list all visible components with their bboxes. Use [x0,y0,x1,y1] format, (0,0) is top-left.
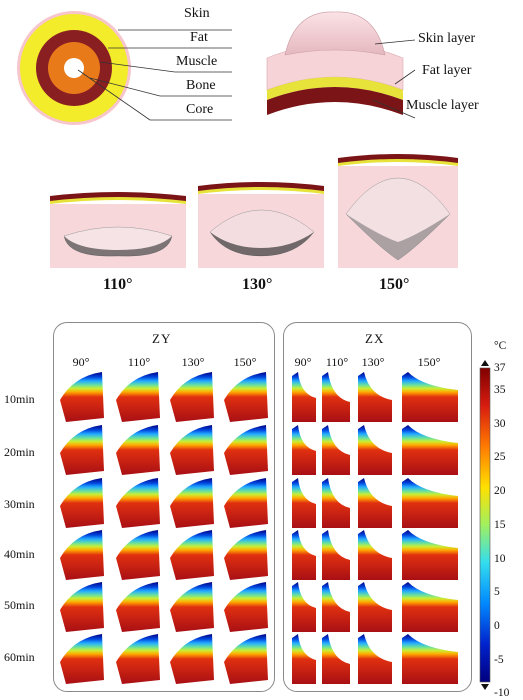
zx-col-130: 130° [361,355,385,369]
colorbar-tick: -10 [494,687,510,700]
zx-panel [283,322,472,692]
zx-col-110: 110° [325,355,349,369]
colorbar-unit: °C [494,340,507,352]
row-60min: 60min [4,650,35,664]
angle-label-110: 110° [103,276,133,293]
zy-heatmap-cell [224,634,268,684]
zy-col-90: 90° [72,355,90,369]
colorbar-tick: 10 [494,552,506,565]
cross-section-diagram [17,11,232,125]
zx-heatmap-cell [292,372,316,422]
zy-heatmap-cell [60,425,104,475]
label-muscle: Muscle [176,54,218,69]
zy-heatmap-cell [60,478,104,528]
angle-label-130: 130° [242,276,273,293]
zy-col-110: 110° [127,355,151,369]
zx-heatmap-cell [402,478,458,528]
row-30min: 30min [4,497,35,511]
zy-heatmap-cell [116,425,160,475]
zx-heatmap-cell [322,372,350,422]
angle-label-150: 150° [379,276,410,293]
colorbar-tick: 5 [494,586,500,599]
colorbar-tick: 15 [494,518,506,531]
zx-heatmap-cell [402,634,458,684]
zy-heatmap-cell [116,372,160,422]
colorbar-tick: 30 [494,417,506,430]
label-fat: Fat [190,30,208,45]
zx-heatmap-cell [402,530,458,580]
zx-heatmap-cell [322,582,350,632]
colorbar-tick: 35 [494,384,506,396]
zy-heatmap-cell [224,425,268,475]
zy-heatmap-cell [60,372,104,422]
zy-heatmap-cell [116,530,160,580]
layer-model-diagram [266,11,416,119]
zy-heatmap-cell [170,582,214,632]
zy-heatmap-cell [224,478,268,528]
zy-heatmap-cell [224,582,268,632]
zy-heatmap-cell [170,530,214,580]
row-20min: 20min [4,445,35,459]
indent-model-130 [198,182,324,268]
label-core: Core [186,102,214,117]
zy-panel [53,322,275,692]
zy-heatmap-cell [224,530,268,580]
zy-heatmap-cell [170,372,214,422]
zy-col-130: 130° [181,355,205,369]
zy-heatmap-cell [116,478,160,528]
zx-heatmap-cell [322,478,350,528]
indent-model-150 [338,154,458,268]
colorbar-tick: -5 [494,653,504,666]
zx-col-150: 150° [417,355,441,369]
zy-heatmap-cell [60,634,104,684]
row-40min: 40min [4,547,35,561]
zx-heatmap-cell [292,634,316,684]
zy-heatmap-cell [60,530,104,580]
zx-heatmap-cell [358,372,392,422]
zy-heatmap-cell [116,582,160,632]
colorbar-max: 37 [494,362,506,374]
row-10min: 10min [4,392,35,406]
zy-panel-title: ZY [152,331,172,346]
zx-heatmap-cell [358,582,392,632]
label-skin: Skin [184,6,210,21]
colorbar-tick: 0 [494,619,500,632]
zy-heatmap-cell [170,425,214,475]
zx-heatmap-cell [292,530,316,580]
label-muscle-layer: Muscle layer [406,98,479,113]
zx-heatmap-cell [292,478,316,528]
row-50min: 50min [4,598,35,612]
zy-heatmap-cell [60,582,104,632]
label-skin-layer: Skin layer [418,31,476,46]
zx-panel-title: ZX [365,331,385,346]
zy-heatmap-cell [224,372,268,422]
zx-heatmap-cell [358,530,392,580]
colorbar [479,360,491,690]
label-bone: Bone [186,78,216,93]
zx-heatmap-cell [402,372,458,422]
zy-heatmap-cell [116,634,160,684]
zx-heatmap-cell [322,530,350,580]
zx-heatmap-cell [292,582,316,632]
zx-heatmap-cell [322,425,350,475]
colorbar-tick: 25 [494,451,506,464]
label-fat-layer: Fat layer [422,63,472,78]
colorbar-tick: 20 [494,485,506,498]
zx-heatmap-cell [322,634,350,684]
indent-model-110 [50,192,186,268]
zx-col-90: 90° [294,355,312,369]
zx-heatmap-cell [358,634,392,684]
zx-heatmap-cell [292,425,316,475]
zx-heatmap-cell [358,425,392,475]
zx-heatmap-cell [358,478,392,528]
zy-heatmap-cell [170,478,214,528]
zy-heatmap-cell [170,634,214,684]
zx-heatmap-cell [402,425,458,475]
zy-col-150: 150° [233,355,257,369]
zx-heatmap-cell [402,582,458,632]
